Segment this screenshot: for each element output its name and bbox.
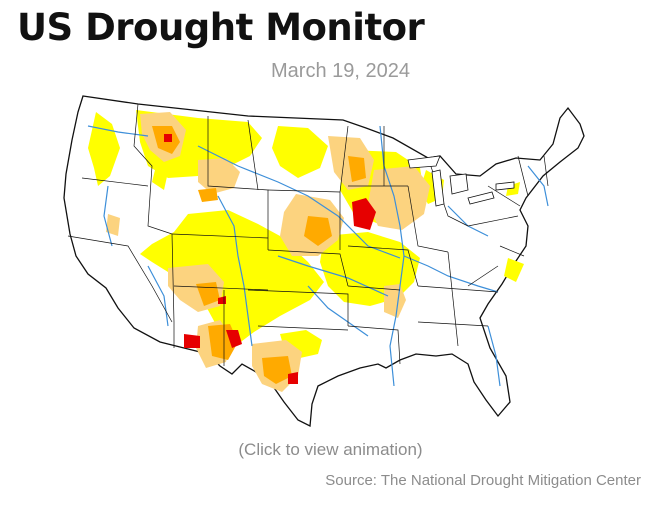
view-animation-link[interactable]: (Click to view animation) xyxy=(238,440,423,459)
rivers xyxy=(87,125,549,387)
page-title: US Drought Monitor xyxy=(17,6,425,49)
state-borders xyxy=(67,103,549,366)
great-lakes xyxy=(407,155,515,207)
map-date: March 19, 2024 xyxy=(271,60,410,82)
extreme-drought-areas xyxy=(164,134,376,384)
source-credit: Source: The National Drought Mitigation … xyxy=(325,472,641,489)
drought-map[interactable] xyxy=(48,86,608,446)
